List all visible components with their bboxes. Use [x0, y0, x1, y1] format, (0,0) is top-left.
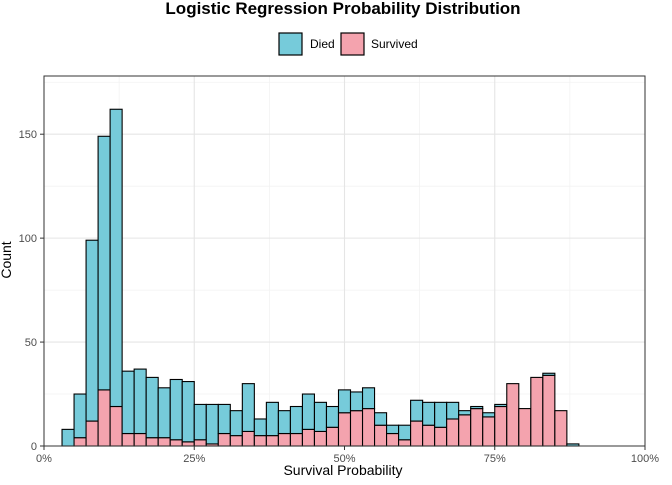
- y-tick-label: 0: [31, 441, 37, 453]
- legend-label-survived: Survived: [371, 37, 418, 51]
- bar-survived: [241, 430, 255, 447]
- bar-died: [361, 387, 376, 410]
- bar-survived: [313, 430, 328, 447]
- bar-survived: [193, 439, 207, 447]
- bar-survived: [325, 426, 340, 447]
- bar-survived: [277, 432, 291, 447]
- x-tick-label: 75%: [484, 453, 506, 465]
- x-axis-label: Survival Probability: [283, 462, 402, 478]
- bar-survived: [217, 432, 231, 447]
- bar-died: [277, 410, 291, 435]
- bar-survived: [85, 420, 99, 447]
- bar-survived: [554, 410, 568, 447]
- bar-survived: [470, 408, 484, 447]
- bar-died: [289, 405, 303, 435]
- bar-died: [229, 410, 243, 437]
- bar-died: [61, 428, 75, 447]
- bar-died: [85, 239, 99, 422]
- bar-died: [410, 399, 424, 422]
- bar-died: [446, 401, 460, 420]
- bar-died: [482, 412, 496, 418]
- bar-survived: [458, 414, 472, 447]
- x-tick-label: 0%: [36, 453, 52, 465]
- bar-died: [145, 376, 159, 439]
- bar-survived: [506, 383, 520, 447]
- bar-died: [458, 410, 472, 416]
- bar-died: [73, 393, 87, 439]
- bar-survived: [73, 437, 87, 447]
- bar-survived: [482, 416, 496, 447]
- bar-died: [241, 383, 255, 432]
- x-tick-label: 50%: [333, 453, 355, 465]
- bar-died: [217, 403, 231, 435]
- bar-survived: [446, 418, 460, 447]
- bar-survived: [145, 437, 159, 447]
- legend: Died Survived: [278, 32, 418, 56]
- legend-swatch-died: [278, 32, 303, 56]
- bar-survived: [133, 432, 147, 447]
- bar-died: [494, 403, 508, 408]
- bar-survived: [349, 410, 364, 447]
- bar-died: [193, 403, 207, 441]
- bar-survived: [518, 408, 532, 447]
- bar-survived: [301, 428, 315, 447]
- bar-died: [398, 424, 412, 441]
- bar-survived: [410, 420, 424, 447]
- bar-died: [470, 405, 484, 410]
- bar-survived: [361, 408, 376, 447]
- bar-died: [373, 412, 388, 426]
- bar-died: [205, 403, 219, 445]
- bar-died: [349, 391, 364, 412]
- bar-survived: [337, 412, 352, 447]
- bar-survived: [157, 437, 171, 447]
- bar-died: [386, 424, 400, 435]
- x-tick-label: 100%: [631, 453, 659, 465]
- bar-died: [157, 387, 171, 439]
- bar-died: [337, 389, 352, 414]
- bar-survived: [422, 424, 436, 447]
- bar-survived: [181, 441, 195, 447]
- x-tick-label: 25%: [183, 453, 205, 465]
- bar-died: [542, 372, 556, 376]
- bar-died: [133, 368, 147, 435]
- bar-survived: [121, 432, 135, 447]
- bar-survived: [530, 376, 544, 447]
- legend-label-died: Died: [310, 37, 335, 51]
- y-axis-label: Count: [0, 241, 14, 278]
- y-tick-label: 50: [25, 337, 37, 349]
- bar-died: [97, 135, 111, 391]
- bar-died: [109, 108, 123, 408]
- bar-died: [325, 405, 340, 428]
- y-tick-label: 100: [19, 233, 37, 245]
- bar-survived: [289, 432, 303, 447]
- bar-survived: [494, 405, 508, 447]
- bar-survived: [386, 432, 400, 447]
- bar-survived: [398, 439, 412, 447]
- plot-area: 0% 25% 50% 75% 100% 0 50 100 150: [19, 75, 659, 465]
- bar-survived: [434, 426, 448, 447]
- bar-survived: [97, 389, 111, 447]
- bar-survived: [229, 435, 243, 447]
- bar-died: [313, 401, 328, 432]
- bar-survived: [253, 435, 267, 447]
- bar-died: [265, 401, 279, 437]
- bar-died: [301, 393, 315, 430]
- y-tick-label: 150: [19, 129, 37, 141]
- bar-survived: [542, 374, 556, 447]
- bar-survived: [265, 435, 279, 447]
- bar-died: [121, 370, 135, 435]
- bar-died: [434, 401, 448, 428]
- bar-died: [169, 378, 183, 441]
- chart-title: Logistic Regression Probability Distribu…: [165, 0, 520, 18]
- bar-died: [253, 418, 267, 437]
- bar-survived: [169, 439, 183, 447]
- bar-died: [422, 401, 436, 426]
- bar-survived: [373, 424, 388, 447]
- legend-swatch-survived: [340, 32, 365, 56]
- bar-survived: [109, 405, 123, 447]
- bar-died: [181, 381, 195, 443]
